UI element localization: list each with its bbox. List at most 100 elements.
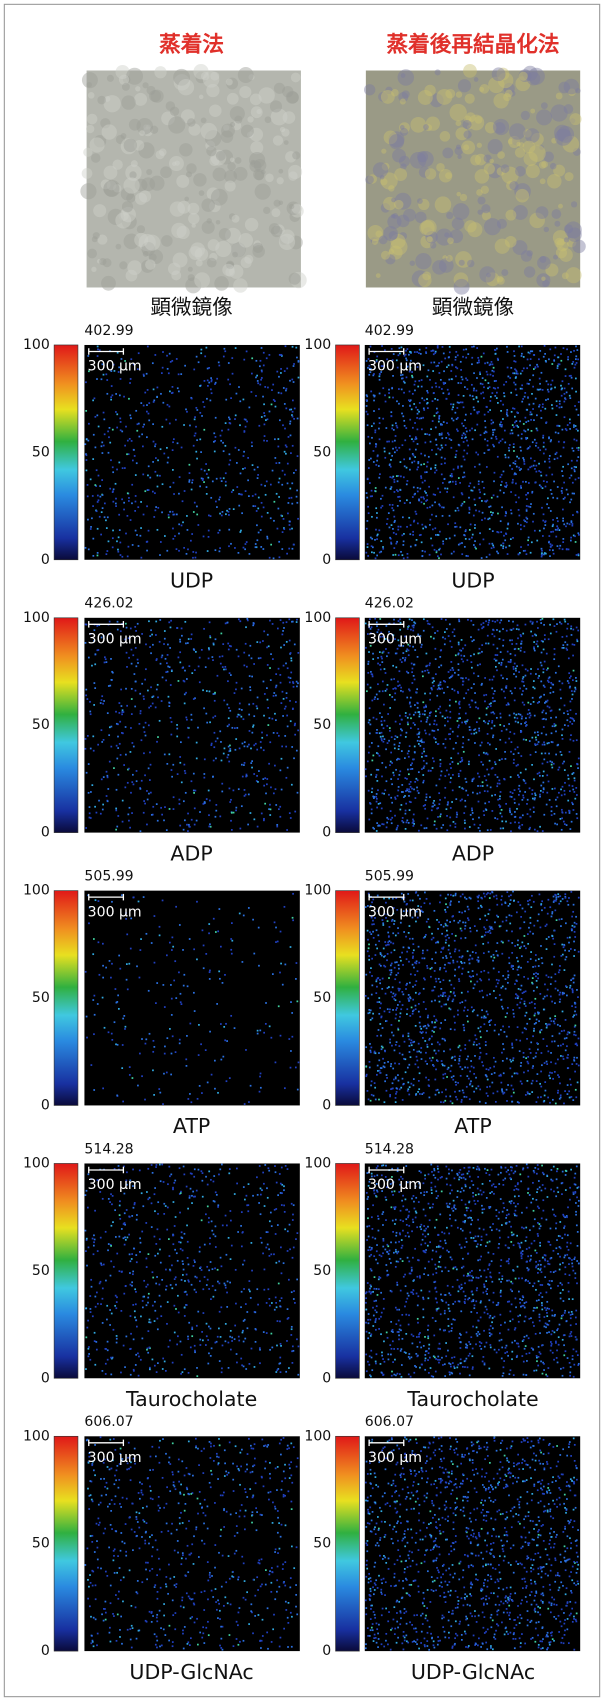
ion-pixel [234, 418, 236, 420]
ion-pixel [410, 727, 412, 729]
ion-pixel [222, 442, 224, 444]
ion-pixel [521, 346, 523, 348]
ion-pixel [567, 800, 569, 802]
ion-pixel [455, 742, 457, 744]
ion-pixel [559, 548, 561, 550]
ion-pixel [494, 817, 496, 819]
ion-pixel [548, 391, 550, 393]
ion-pixel [567, 725, 569, 727]
micrograph-texture [284, 140, 289, 145]
ion-pixel [411, 619, 413, 621]
micrograph-texture [554, 238, 564, 248]
ion-pixel [371, 674, 373, 676]
ion-pixel [121, 894, 123, 896]
ion-pixel [413, 520, 415, 522]
ion-pixel [384, 451, 386, 453]
mz-value: 402.99 [365, 323, 414, 339]
ion-pixel [122, 1018, 124, 1020]
ion-pixel [243, 431, 245, 433]
ion-pixel [172, 764, 174, 766]
ion-pixel [500, 484, 502, 486]
micrograph-texture [550, 163, 557, 170]
ion-pixel [386, 688, 388, 690]
ion-pixel [535, 465, 537, 467]
ion-pixel [537, 773, 539, 775]
ion-pixel [514, 654, 516, 656]
ion-pixel [267, 699, 269, 701]
ion-pixel [101, 778, 103, 780]
ion-pixel [496, 348, 498, 350]
ion-pixel [389, 527, 391, 529]
ion-pixel [535, 635, 537, 637]
ion-pixel [517, 624, 519, 626]
ion-pixel [145, 643, 147, 645]
ion-pixel [570, 537, 572, 539]
ion-pixel [234, 1027, 236, 1029]
ion-pixel [440, 712, 442, 714]
ion-pixel [261, 377, 263, 379]
ion-pixel [385, 401, 387, 403]
ion-pixel [379, 712, 381, 714]
colorbar-tick-label: 0 [41, 825, 50, 841]
ion-pixel [557, 486, 559, 488]
ion-pixel [237, 714, 239, 716]
ion-pixel [525, 668, 527, 670]
ion-pixel [514, 472, 516, 474]
ion-pixel [554, 625, 556, 627]
ion-pixel [577, 767, 579, 769]
ion-pixel [527, 539, 529, 541]
ion-pixel [194, 1010, 196, 1012]
ion-pixel [290, 652, 292, 654]
ion-pixel [156, 741, 158, 743]
ion-pixel [426, 471, 428, 473]
ion-pixel [135, 501, 137, 503]
ion-pixel [417, 734, 419, 736]
ion-pixel [257, 781, 259, 783]
ion-pixel [412, 393, 414, 395]
ion-pixel [172, 511, 174, 513]
ion-pixel [201, 1092, 203, 1094]
ion-pixel [422, 774, 424, 776]
ion-pixel [408, 399, 410, 401]
ion-pixel [522, 690, 524, 692]
ion-pixel [401, 534, 403, 536]
ion-pixel [115, 829, 117, 831]
micrograph-texture [199, 95, 204, 100]
ion-pixel [390, 761, 392, 763]
ion-pixel [418, 743, 420, 745]
ion-pixel [433, 493, 435, 495]
micrograph-texture [177, 201, 190, 214]
ion-pixel [115, 711, 117, 713]
ion-pixel [146, 933, 148, 935]
ion-pixel [554, 654, 556, 656]
ion-pixel [287, 513, 289, 515]
ion-pixel [526, 498, 528, 500]
ion-pixel [188, 665, 190, 667]
ion-pixel [85, 410, 87, 412]
ion-pixel [170, 684, 172, 686]
ion-pixel [193, 790, 195, 792]
ion-pixel [258, 532, 260, 534]
ion-pixel [214, 732, 216, 734]
ion-pixel [170, 984, 172, 986]
ion-pixel [409, 449, 411, 451]
ion-pixel [371, 809, 373, 811]
ion-pixel [420, 464, 422, 466]
ion-pixel [246, 351, 248, 353]
ion-pixel [106, 771, 108, 773]
ion-pixel [229, 459, 231, 461]
ion-pixel [277, 941, 279, 943]
ion-pixel [415, 797, 417, 799]
ion-pixel [169, 390, 171, 392]
ion-pixel [426, 763, 428, 765]
ion-pixel [426, 653, 428, 655]
ion-pixel [294, 811, 296, 813]
ion-pixel [543, 453, 545, 455]
ion-pixel [284, 735, 286, 737]
ion-pixel [379, 690, 381, 692]
ion-pixel [571, 773, 573, 775]
ion-pixel [503, 384, 505, 386]
ion-pixel [151, 814, 153, 816]
ion-pixel [505, 803, 507, 805]
ion-pixel [489, 386, 491, 388]
